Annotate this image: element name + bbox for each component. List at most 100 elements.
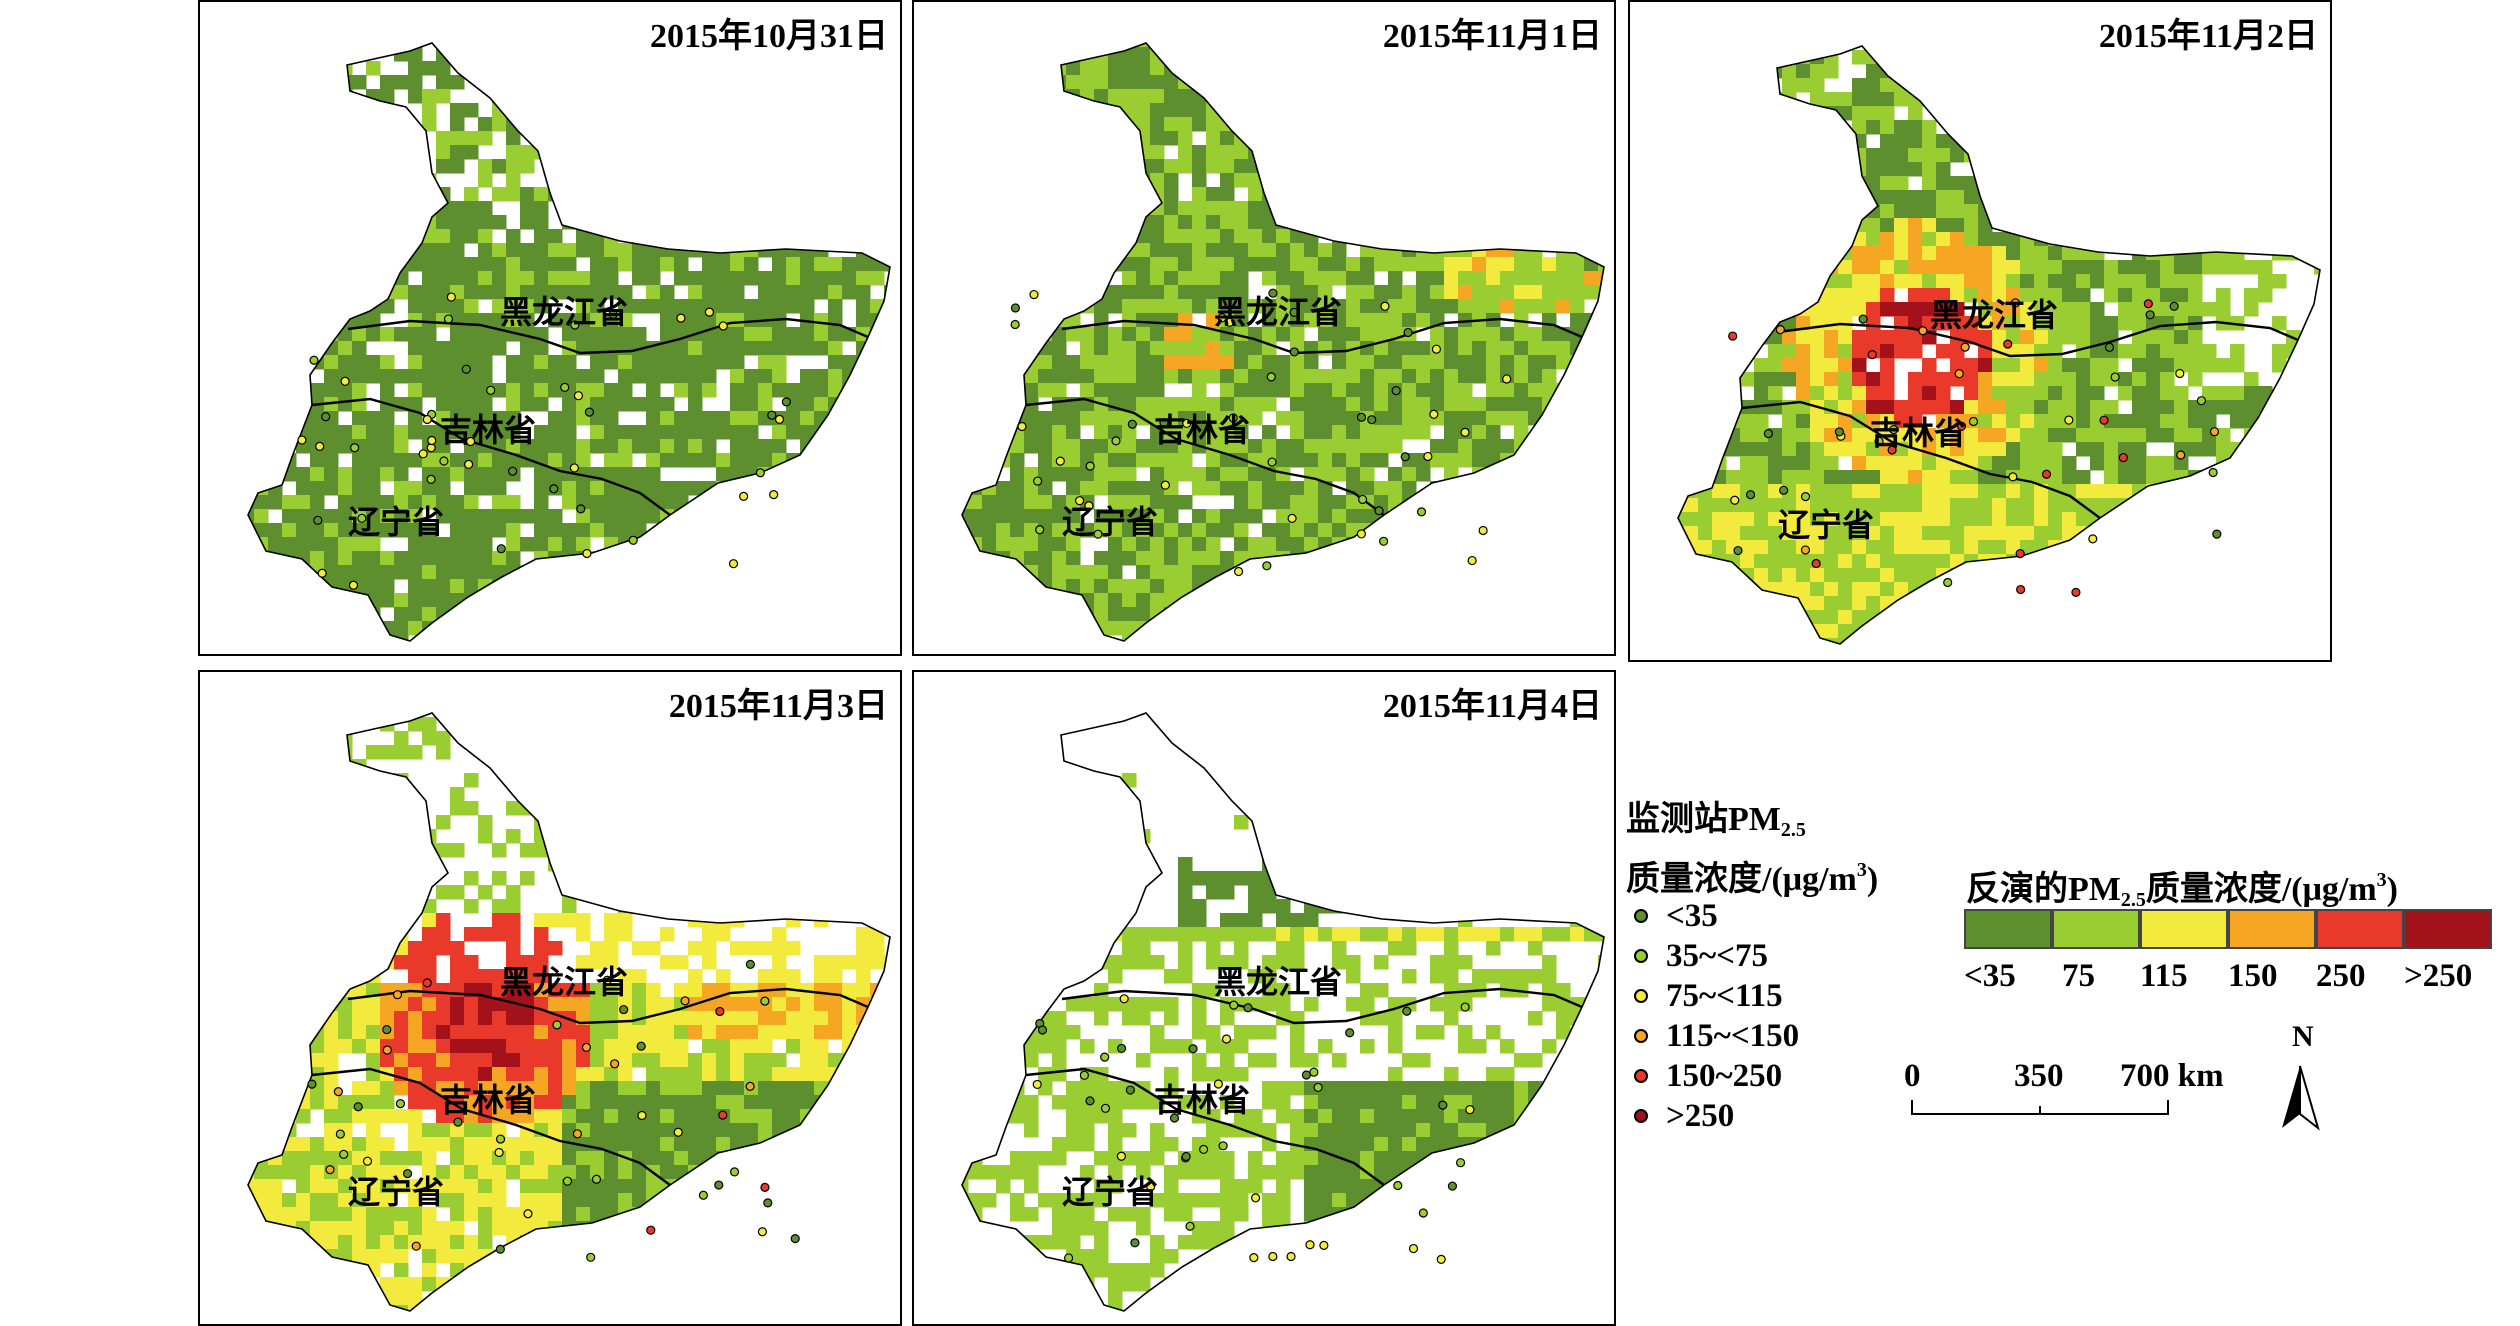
monitoring-station-dot — [1125, 1085, 1135, 1095]
monitoring-station-dot — [1408, 1243, 1419, 1254]
monitoring-station-dot — [335, 1129, 345, 1139]
monitoring-station-dot — [465, 436, 476, 447]
monitoring-station-dot — [350, 443, 360, 453]
monitoring-station-dot — [1356, 529, 1367, 539]
monitoring-station-dot — [1455, 1158, 1466, 1168]
monitoring-station-dot — [1266, 372, 1276, 382]
station-label: 35~<75 — [1666, 937, 1768, 974]
swatch-label: 115 — [2140, 958, 2188, 994]
monitoring-station-dot — [446, 292, 456, 302]
pm25-raster — [248, 43, 890, 641]
monitoring-station-dot — [591, 1174, 602, 1184]
monitoring-station-dot — [2003, 339, 2013, 349]
monitoring-station-dot — [1188, 1044, 1198, 1054]
monitoring-station-dot — [1169, 1113, 1180, 1123]
monitoring-station-dot — [2145, 310, 2155, 320]
monitoring-station-dot — [1286, 1251, 1296, 1262]
monitoring-station-dot — [1228, 413, 1238, 423]
station-dot-icon — [1634, 1109, 1648, 1123]
monitoring-station-dot — [411, 1241, 421, 1251]
monitoring-station-dot — [1010, 303, 1021, 313]
monitoring-station-dot — [2196, 396, 2207, 406]
province-label-liaoning: 辽宁省 — [1062, 1173, 1158, 1211]
monitoring-station-dot — [1268, 288, 1278, 298]
station-dot-icon — [1634, 949, 1648, 963]
station-title-line1: 监测站PM — [1626, 801, 1781, 838]
pm25-raster — [248, 713, 890, 1311]
province-label-jilin: 吉林省 — [1870, 414, 1966, 452]
monitoring-station-dot — [2041, 469, 2052, 479]
panel-date: 2015年11月4日 — [1382, 688, 1602, 725]
monitoring-station-dot — [1402, 1006, 1412, 1016]
province-boundary — [1741, 400, 2101, 519]
monitoring-station-dot — [2016, 584, 2026, 595]
retrieval-title-mid: 质量浓度/(μg/m — [2145, 871, 2377, 908]
monitoring-station-dot — [1182, 418, 1192, 429]
monitoring-station-dot — [1478, 525, 1488, 536]
monitoring-station-dot — [309, 355, 319, 365]
province-label-liaoning: 辽宁省 — [348, 503, 444, 541]
monitoring-station-dot — [1229, 1000, 1239, 1010]
province-label-jilin: 吉林省 — [1154, 411, 1250, 449]
monitoring-station-dot — [755, 468, 765, 478]
monitoring-station-dot — [1800, 492, 1811, 502]
monitoring-station-dot — [1287, 513, 1297, 524]
map-panel-1: 黑龙江省 吉林省 辽宁省 2015年10月31日 — [198, 0, 902, 656]
monitoring-station-dot — [1502, 374, 1512, 384]
monitoring-station-dot — [608, 309, 618, 319]
station-legend-title: 监测站PM2.5 质量浓度/(μg/m3) — [1626, 800, 1878, 900]
province-label-heilongjiang: 黑龙江省 — [1930, 296, 2058, 334]
monitoring-station-dot — [790, 1234, 800, 1244]
monitoring-station-dot — [1728, 331, 1738, 341]
province-label-heilongjiang: 黑龙江省 — [500, 963, 628, 1001]
monitoring-station-dot — [636, 1041, 646, 1051]
monitoring-station-dot — [1033, 476, 1043, 486]
monitoring-station-dot — [1800, 545, 1811, 555]
monitoring-station-dot — [1378, 536, 1389, 546]
monitoring-station-dot — [495, 1134, 506, 1144]
monitoring-station-dot — [718, 321, 728, 331]
monitoring-station-dot — [1313, 1082, 1323, 1093]
monitoring-station-dot — [1289, 347, 1299, 357]
monitoring-station-dot — [1218, 1141, 1228, 1151]
monitoring-station-dot — [395, 1099, 406, 1109]
monitoring-station-dot — [1460, 427, 1470, 437]
monitoring-station-dot — [1079, 1070, 1089, 1080]
monitoring-station-dot — [1085, 461, 1095, 471]
monitoring-station-dot — [767, 410, 777, 420]
monitoring-station-dot — [1730, 495, 1740, 505]
monitoring-station-dot — [757, 1227, 768, 1237]
monitoring-station-dot — [2175, 368, 2185, 379]
monitoring-station-dot — [769, 490, 779, 500]
monitoring-station-dot — [1249, 1253, 1259, 1263]
pm25-raster — [962, 43, 1604, 641]
monitoring-station-dot — [1918, 326, 1928, 336]
monitoring-station-dot — [1400, 452, 1410, 462]
monitoring-station-dot — [572, 1129, 583, 1139]
monitoring-station-dot — [1943, 577, 1953, 588]
monitoring-station-dot — [1763, 428, 1773, 439]
monitoring-station-dot — [1775, 325, 1785, 335]
station-legend-item: 75~<115 — [1628, 976, 1799, 1016]
monitoring-station-dot — [325, 1165, 335, 1175]
monitoring-station-dot — [704, 307, 715, 317]
region-outline — [961, 712, 1605, 1312]
swatch-label: 75 — [2062, 958, 2095, 994]
map-panel-2: 黑龙江省 吉林省 辽宁省 2015年11月1日 — [912, 0, 1616, 656]
station-legend-list: <35 35~<75 75~<115 115~<150 150~250 >250 — [1628, 896, 1799, 1136]
monitoring-station-dot — [1374, 506, 1384, 516]
province-label-liaoning: 辽宁省 — [1062, 503, 1158, 541]
monitoring-station-dot — [570, 320, 580, 330]
monitoring-station-dot — [1032, 1079, 1042, 1090]
monitoring-station-dot — [1834, 427, 1844, 437]
station-legend-item: 35~<75 — [1628, 936, 1799, 976]
region-outline — [1677, 45, 2321, 645]
monitoring-station-dot — [1416, 507, 1427, 517]
monitoring-station-dot — [313, 515, 323, 525]
station-title-sup: 3 — [1856, 859, 1867, 881]
monitoring-station-dot — [715, 1006, 725, 1017]
station-label: 75~<115 — [1666, 977, 1783, 1014]
monitoring-station-dot — [2143, 299, 2153, 309]
